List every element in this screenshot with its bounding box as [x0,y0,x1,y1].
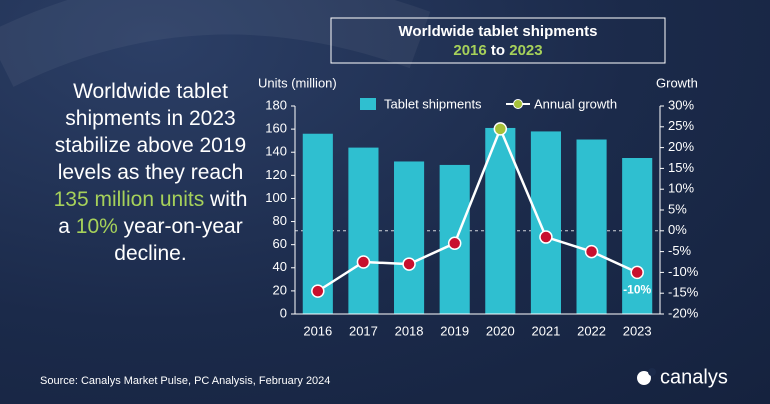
annotation-text: with a [58,188,248,238]
y-tick-label: 180 [265,97,287,112]
y2-tick-label: 30% [668,97,694,112]
marker [493,122,508,136]
annotation-highlight: 10% [75,215,118,238]
y2-tick-label: -5% [668,243,692,258]
y2-tick-label: -20% [668,305,699,320]
y-tick-label: 140 [265,144,287,159]
marker [539,230,553,244]
chart-title: Worldwide tablet shipments [399,23,598,40]
marker [402,257,416,271]
y-tick-label: 160 [265,121,287,136]
marker [311,284,325,298]
legend-swatch [360,98,376,110]
bar [394,161,425,314]
bar [530,131,561,314]
marker [356,255,371,269]
brand: canalys [660,366,728,388]
y-tick-label: 20 [273,282,287,297]
y2-tick-label: 20% [668,139,694,154]
marker [447,236,462,251]
y2-tick-label: -15% [668,285,699,300]
logo-icon [637,371,651,385]
x-tick-label: 2022 [577,323,606,338]
y-tick-label: 0 [280,305,287,320]
subtitle-year: 2016 [453,42,486,59]
legend-swatch [513,99,523,109]
annotation: Worldwide tablet shipments in 2023 stabi… [48,78,253,267]
chart-subtitle: 2016 to 2023 [453,42,542,59]
y-tick-label: 80 [273,213,287,228]
bar [622,158,653,314]
subtitle-year: 2023 [509,42,542,59]
x-tick-label: 2020 [486,323,515,338]
source: Source: Canalys Market Pulse, PC Analysi… [40,375,330,387]
x-tick-label: 2016 [303,323,332,338]
bar [485,127,516,314]
y2-tick-label: 10% [668,181,694,196]
y-axis-label: Units (million) [258,75,337,90]
x-tick-label: 2017 [349,323,378,338]
x-tick-label: 2019 [440,323,469,338]
legend-label: Annual growth [534,96,617,111]
y2-tick-label: 5% [668,201,687,216]
bar [348,147,379,314]
y2-tick-label: 15% [668,160,694,175]
x-tick-label: 2018 [395,323,424,338]
y-tick-label: 100 [265,190,287,205]
y2-tick-label: -10% [668,264,699,279]
legend-label: Tablet shipments [384,96,482,111]
decor [0,0,431,87]
y-tick-label: 120 [265,167,287,182]
logo-icon [648,368,656,376]
marker [584,244,599,259]
x-tick-label: 2021 [531,323,560,338]
data-label: -10% [623,283,651,297]
bar [576,139,607,314]
y2-axis-label: Growth [656,75,698,90]
y-tick-label: 60 [273,236,287,251]
annotation-text: Worldwide tablet shipments in 2023 stabi… [54,80,247,184]
annotation-text: year-on-year decline. [114,215,243,265]
annotation-highlight: 135 million units [53,188,205,211]
y2-tick-label: 0% [668,222,687,237]
y2-tick-label: 25% [668,118,694,133]
y-tick-label: 40 [273,259,287,274]
subtitle-text: to [491,42,505,59]
marker [630,265,644,280]
title-box [330,17,666,64]
line [317,125,638,293]
x-tick-label: 2023 [623,323,652,338]
